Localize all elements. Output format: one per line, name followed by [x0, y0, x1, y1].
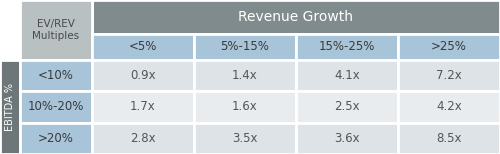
Text: EV/REV
Multiples: EV/REV Multiples — [32, 19, 80, 41]
Bar — [92, 123, 194, 154]
Text: 1.7x: 1.7x — [130, 101, 156, 113]
Bar — [296, 91, 398, 123]
Bar — [20, 91, 92, 123]
Text: <10%: <10% — [38, 69, 74, 82]
Bar — [194, 34, 296, 60]
Text: 3.5x: 3.5x — [232, 132, 258, 145]
Bar — [398, 123, 500, 154]
Text: 2.5x: 2.5x — [334, 101, 360, 113]
Text: 10%-20%: 10%-20% — [28, 101, 84, 113]
Bar — [296, 34, 398, 60]
Bar — [92, 60, 194, 91]
Text: Revenue Growth: Revenue Growth — [238, 10, 354, 24]
Text: <5%: <5% — [129, 41, 157, 53]
Bar — [296, 123, 398, 154]
Text: 15%-25%: 15%-25% — [319, 41, 375, 53]
Bar — [92, 0, 500, 34]
Bar — [20, 60, 92, 91]
Text: 0.9x: 0.9x — [130, 69, 156, 82]
Bar — [194, 123, 296, 154]
Text: 8.5x: 8.5x — [436, 132, 462, 145]
Bar — [296, 60, 398, 91]
Bar — [398, 34, 500, 60]
Text: >20%: >20% — [38, 132, 74, 145]
Text: 7.2x: 7.2x — [436, 69, 462, 82]
Bar — [398, 60, 500, 91]
Bar — [92, 91, 194, 123]
Text: EBITDA %: EBITDA % — [5, 83, 15, 131]
Text: 1.6x: 1.6x — [232, 101, 258, 113]
Text: 1.4x: 1.4x — [232, 69, 258, 82]
Bar — [398, 91, 500, 123]
Text: >25%: >25% — [431, 41, 467, 53]
Text: 4.2x: 4.2x — [436, 101, 462, 113]
Bar — [92, 34, 194, 60]
Bar — [0, 60, 20, 154]
Bar — [20, 123, 92, 154]
Text: 5%-15%: 5%-15% — [220, 41, 270, 53]
Bar — [194, 91, 296, 123]
Text: 4.1x: 4.1x — [334, 69, 360, 82]
Bar — [20, 0, 92, 60]
Text: 3.6x: 3.6x — [334, 132, 360, 145]
Bar — [194, 60, 296, 91]
Text: 2.8x: 2.8x — [130, 132, 156, 145]
